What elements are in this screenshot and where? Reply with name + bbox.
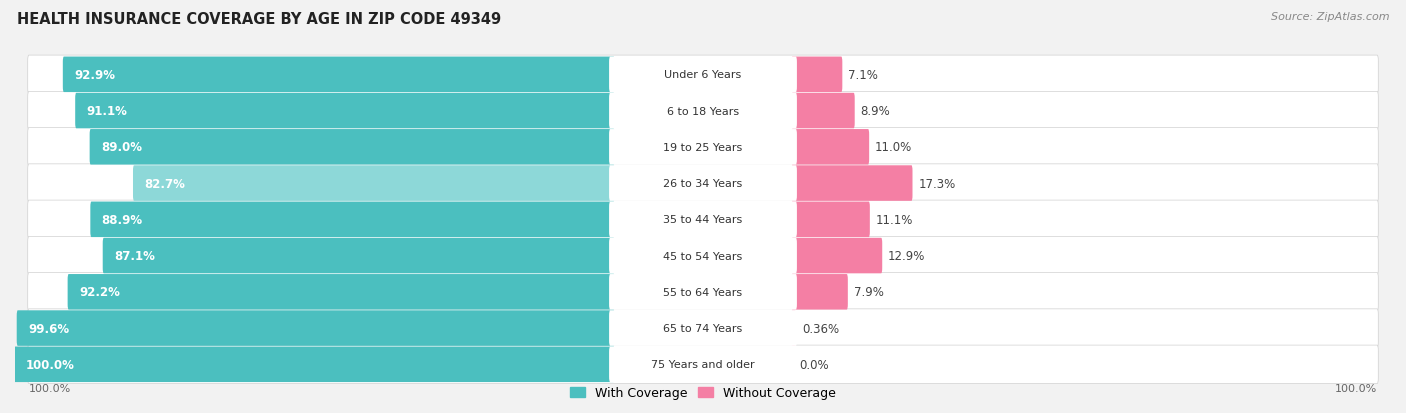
Text: 26 to 34 Years: 26 to 34 Years [664, 179, 742, 189]
Text: 91.1%: 91.1% [87, 105, 128, 118]
FancyBboxPatch shape [28, 56, 1378, 94]
Text: 45 to 54 Years: 45 to 54 Years [664, 251, 742, 261]
Text: 0.0%: 0.0% [800, 358, 830, 371]
FancyBboxPatch shape [90, 130, 614, 165]
Text: HEALTH INSURANCE COVERAGE BY AGE IN ZIP CODE 49349: HEALTH INSURANCE COVERAGE BY AGE IN ZIP … [17, 12, 501, 27]
FancyBboxPatch shape [792, 130, 869, 165]
FancyBboxPatch shape [28, 237, 1378, 275]
FancyBboxPatch shape [609, 94, 797, 129]
Text: 100.0%: 100.0% [25, 358, 75, 371]
FancyBboxPatch shape [103, 238, 614, 274]
FancyBboxPatch shape [792, 238, 882, 274]
Text: 75 Years and older: 75 Years and older [651, 359, 755, 369]
Text: 8.9%: 8.9% [860, 105, 890, 118]
Text: 0.36%: 0.36% [801, 322, 839, 335]
Text: 88.9%: 88.9% [101, 213, 143, 226]
Text: 89.0%: 89.0% [101, 141, 142, 154]
Text: 99.6%: 99.6% [28, 322, 69, 335]
FancyBboxPatch shape [134, 166, 614, 201]
FancyBboxPatch shape [28, 128, 1378, 166]
FancyBboxPatch shape [75, 94, 614, 129]
FancyBboxPatch shape [17, 311, 614, 346]
FancyBboxPatch shape [792, 274, 848, 310]
FancyBboxPatch shape [609, 57, 797, 93]
Text: 82.7%: 82.7% [145, 177, 186, 190]
Legend: With Coverage, Without Coverage: With Coverage, Without Coverage [571, 386, 835, 399]
Text: 11.0%: 11.0% [875, 141, 912, 154]
FancyBboxPatch shape [14, 347, 614, 382]
Text: 19 to 25 Years: 19 to 25 Years [664, 142, 742, 152]
Text: 100.0%: 100.0% [1334, 383, 1378, 393]
FancyBboxPatch shape [792, 166, 912, 201]
FancyBboxPatch shape [609, 347, 797, 382]
Text: 92.9%: 92.9% [75, 69, 115, 82]
FancyBboxPatch shape [90, 202, 614, 237]
Text: 87.1%: 87.1% [114, 249, 155, 262]
FancyBboxPatch shape [609, 166, 797, 201]
Text: Source: ZipAtlas.com: Source: ZipAtlas.com [1271, 12, 1389, 22]
Text: 7.9%: 7.9% [853, 286, 883, 299]
FancyBboxPatch shape [28, 92, 1378, 131]
Text: 100.0%: 100.0% [28, 383, 72, 393]
Text: 7.1%: 7.1% [848, 69, 877, 82]
FancyBboxPatch shape [609, 274, 797, 310]
FancyBboxPatch shape [63, 57, 614, 93]
Text: 65 to 74 Years: 65 to 74 Years [664, 323, 742, 333]
FancyBboxPatch shape [67, 274, 614, 310]
Text: 6 to 18 Years: 6 to 18 Years [666, 106, 740, 116]
FancyBboxPatch shape [609, 130, 797, 165]
FancyBboxPatch shape [28, 201, 1378, 239]
FancyBboxPatch shape [792, 57, 842, 93]
FancyBboxPatch shape [28, 309, 1378, 347]
Text: 11.1%: 11.1% [876, 213, 912, 226]
FancyBboxPatch shape [28, 164, 1378, 203]
FancyBboxPatch shape [792, 311, 796, 346]
Text: 35 to 44 Years: 35 to 44 Years [664, 215, 742, 225]
FancyBboxPatch shape [28, 345, 1378, 384]
FancyBboxPatch shape [28, 273, 1378, 311]
FancyBboxPatch shape [609, 202, 797, 237]
FancyBboxPatch shape [792, 202, 870, 237]
Text: 92.2%: 92.2% [79, 286, 120, 299]
Text: 17.3%: 17.3% [918, 177, 956, 190]
FancyBboxPatch shape [609, 311, 797, 346]
Text: 55 to 64 Years: 55 to 64 Years [664, 287, 742, 297]
Text: Under 6 Years: Under 6 Years [665, 70, 741, 80]
FancyBboxPatch shape [609, 238, 797, 274]
Text: 12.9%: 12.9% [889, 249, 925, 262]
FancyBboxPatch shape [792, 94, 855, 129]
